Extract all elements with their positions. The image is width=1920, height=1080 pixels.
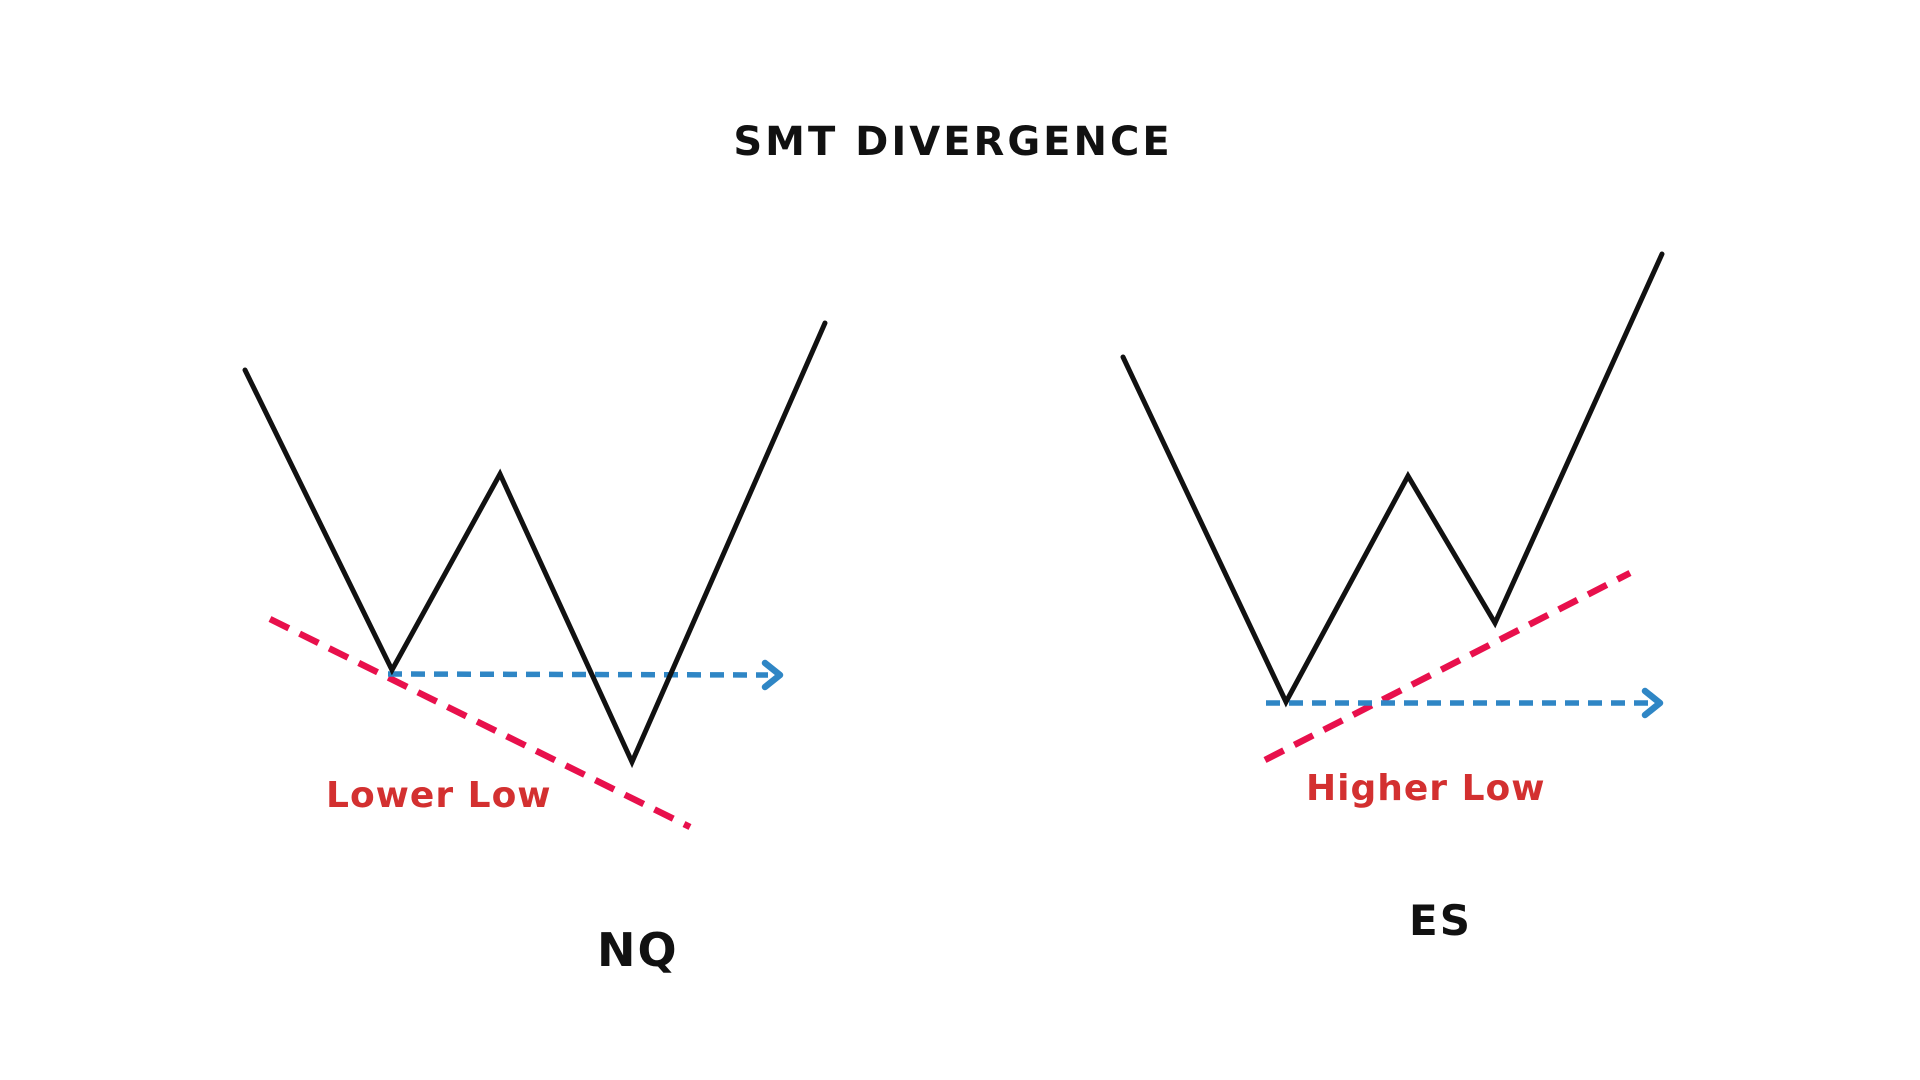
nq-arrowhead-icon [761, 659, 784, 691]
es-arrowhead-icon [1641, 687, 1664, 719]
es-trendline [1263, 570, 1632, 763]
es-price-line [1120, 251, 1665, 708]
nq-lower-low-label: Lower Low [326, 775, 552, 816]
nq-instrument-label: NQ [597, 923, 679, 977]
es-panel [1120, 251, 1665, 763]
nq-trendline [268, 616, 692, 830]
nq-level-line [387, 671, 769, 678]
es-instrument-label: ES [1409, 896, 1472, 945]
nq-panel [242, 320, 828, 830]
nq-price-line [242, 320, 828, 769]
es-higher-low-label: Higher Low [1306, 768, 1546, 809]
page-title: SMT DIVERGENCE [733, 119, 1173, 165]
